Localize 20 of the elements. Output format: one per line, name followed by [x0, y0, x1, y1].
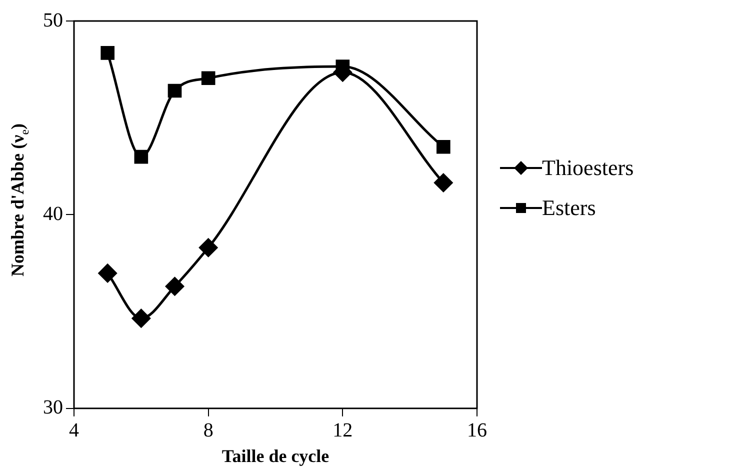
x-tick-label: 16 [467, 420, 487, 442]
x-axis-title: Taille de cycle [222, 446, 330, 466]
point [201, 71, 216, 86]
x-tick-label: 12 [332, 420, 353, 442]
point [166, 277, 184, 296]
point [168, 84, 182, 98]
point [134, 150, 148, 164]
point [434, 173, 453, 192]
x-tick-label: 4 [69, 420, 79, 442]
point [199, 238, 218, 257]
point [132, 309, 150, 328]
legend-label: Thioesters [542, 155, 634, 181]
y-tick-label: 50 [43, 9, 63, 32]
point [436, 140, 450, 154]
y-tick-label: 30 [43, 396, 63, 419]
x-tick-label: 8 [203, 420, 214, 442]
point [100, 46, 114, 60]
point [98, 264, 117, 282]
legend-label: Esters [542, 195, 596, 221]
y-tick-label: 40 [43, 202, 63, 225]
